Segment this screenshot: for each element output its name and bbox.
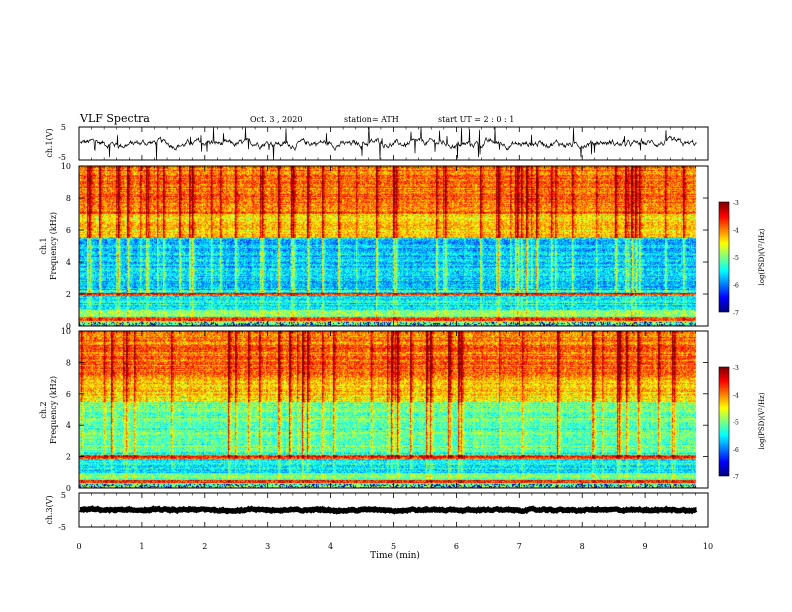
ch3-voltage-trace <box>79 505 698 515</box>
colorbar-tick-label: -3 <box>733 200 739 207</box>
ch2-colorbar-frame <box>718 366 730 477</box>
ch1-freq-tick-labels: 0 2 4 6 8 10 <box>61 162 708 331</box>
time-tick-label: 5 <box>391 542 396 551</box>
ch2-spectrogram-panel: 0 2 4 6 8 10 ch.2 Frequency (kHz) <box>39 327 709 493</box>
ch3-voltage-panel: 5 -5 ch.3(V) <box>45 491 709 532</box>
colorbar-tick-label: -6 <box>733 447 739 454</box>
colorbar-tick-label: -5 <box>733 420 739 427</box>
freq-tick-label: 0 <box>66 484 71 493</box>
ch2-spectrogram-ylabel: Frequency (kHz) <box>49 376 58 444</box>
ch1-ytick-top: 5 <box>61 123 66 132</box>
ch1-colorbar-gradient <box>719 202 729 312</box>
freq-tick-label: 0 <box>66 322 71 331</box>
ch1-spectrogram-image <box>79 166 708 326</box>
ch2-colorbar-label: log(PSD)(V²/Hz) <box>758 392 766 449</box>
time-tick-label: 10 <box>703 542 713 551</box>
colorbar-tick-label: -7 <box>733 474 739 481</box>
ch1-ytick-bottom: -5 <box>58 153 66 162</box>
time-tick-label: 2 <box>202 542 207 551</box>
ch1-colorbar: -3 -4 -5 -6 -7 log(PSD)(V²/Hz) <box>718 200 766 317</box>
freq-tick-label: 2 <box>66 290 71 299</box>
ch1-voltage-panel: 5 -5 ch.1(V) <box>45 123 709 162</box>
freq-tick-label: 8 <box>66 358 71 367</box>
ch1-spectrogram-ylabel: Frequency (kHz) <box>49 212 58 280</box>
ch3-ytick-bottom: -5 <box>58 523 66 532</box>
ch2-colorbar-tick-labels: -3 -4 -5 -6 -7 <box>733 365 739 481</box>
freq-tick-label: 8 <box>66 194 71 203</box>
ch1-spectrogram-panel: 0 2 4 6 8 10 ch.1 Frequency (kHz) <box>39 162 709 331</box>
freq-tick-label: 4 <box>66 258 71 267</box>
ch2-colorbar: -3 -4 -5 -6 -7 log(PSD)(V²/Hz) <box>718 365 766 481</box>
colorbar-tick-label: -4 <box>733 392 739 399</box>
ch1-voltage-trace <box>79 126 697 161</box>
colorbar-tick-label: -3 <box>733 365 739 372</box>
freq-tick-label: 4 <box>66 421 71 430</box>
time-axis-ticks: 0 1 2 3 4 5 6 7 8 9 10 <box>76 127 713 551</box>
ch1-colorbar-tick-labels: -3 -4 -5 -6 -7 <box>733 200 739 317</box>
time-tick-label: 0 <box>76 542 81 551</box>
ch1-colorbar-frame <box>718 201 730 313</box>
time-tick-label: 4 <box>328 542 333 551</box>
time-tick-label: 6 <box>454 542 459 551</box>
colorbar-tick-label: -6 <box>733 283 739 290</box>
ch1-voltage-ylabel: ch.1(V) <box>45 128 54 157</box>
ch1-colorbar-label: log(PSD)(V²/Hz) <box>758 228 766 285</box>
figure-title: VLF Spectra <box>79 112 150 125</box>
freq-tick-label: 6 <box>66 390 71 399</box>
ch2-freq-tick-labels: 0 2 4 6 8 10 <box>61 327 708 493</box>
time-tick-label: 1 <box>139 542 144 551</box>
time-tick-label: 9 <box>643 542 648 551</box>
freq-tick-label: 10 <box>61 327 71 336</box>
ch3-ytick-top: 5 <box>61 491 66 500</box>
ch3-voltage-ylabel: ch.3(V) <box>45 495 54 524</box>
freq-tick-label: 2 <box>66 453 71 462</box>
colorbar-tick-label: -4 <box>733 228 739 235</box>
ch2-colorbar-gradient <box>719 367 729 476</box>
colorbar-tick-label: -5 <box>733 255 739 262</box>
time-tick-label: 8 <box>580 542 585 551</box>
ch2-spectrogram-channel-label: ch.2 <box>39 401 48 418</box>
station-label: station= ATH <box>344 115 399 124</box>
date-label: Oct. 3 , 2020 <box>250 115 302 124</box>
freq-tick-label: 10 <box>61 162 71 171</box>
freq-tick-label: 6 <box>66 226 71 235</box>
colorbar-tick-label: -7 <box>733 310 739 317</box>
ch2-spectrogram-image <box>79 331 708 488</box>
start-time-label: start UT = 2 : 0 : 1 <box>438 115 514 124</box>
time-tick-label: 3 <box>265 542 270 551</box>
time-axis-label: Time (min) <box>370 550 420 561</box>
time-tick-label: 7 <box>517 542 522 551</box>
ch1-spectrogram-channel-label: ch.1 <box>39 237 48 254</box>
